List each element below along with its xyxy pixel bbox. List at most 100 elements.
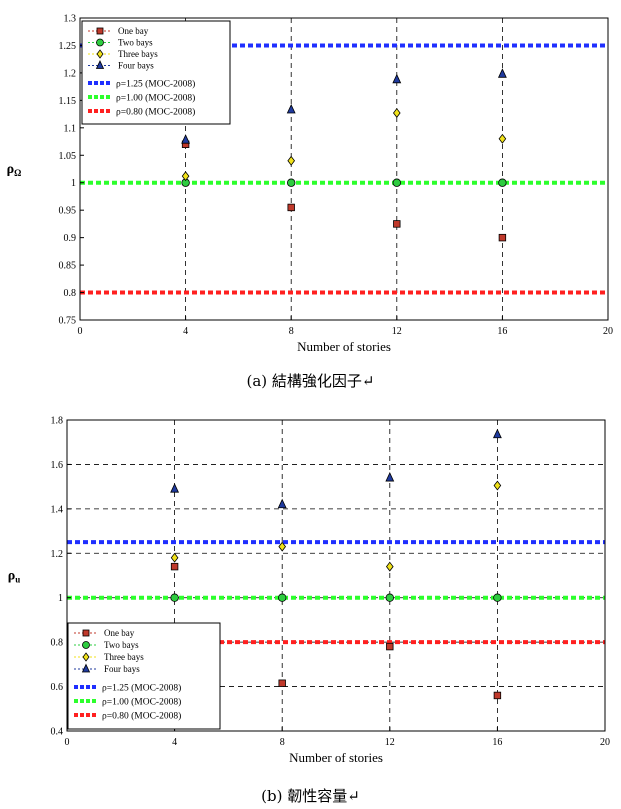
data-point-one-bay <box>393 220 401 228</box>
legend-label: ρ=0.80 (MOC-2008) <box>116 107 195 118</box>
y-tick-label: 0.8 <box>64 288 77 299</box>
chart-b-svg: 0 4 8 12 16 20 0.4 0.6 0.8 1 1.2 1.4 1.6 1.8 Number of… <box>8 416 610 766</box>
x-axis-label: Number of stories <box>289 750 383 765</box>
legend-marker <box>96 38 104 47</box>
legend-marker <box>96 27 104 35</box>
legend-label: One bay <box>118 26 149 36</box>
data-point-one-bay <box>498 233 507 242</box>
legend-label: Two bays <box>118 38 153 48</box>
y-axis-label-subscript: u <box>15 575 20 585</box>
x-tick-label: 4 <box>172 737 177 748</box>
legend-box <box>81 20 231 125</box>
x-tick-label: 8 <box>280 737 285 748</box>
chart-a-svg: 0 4 8 12 16 20 0.75 0.8 0.85 0.9 0.95 1 1.05 1.1 1.15 1… <box>7 14 613 355</box>
data-point-three-bays <box>278 541 287 552</box>
legend-label: One bay <box>104 628 135 638</box>
y-axis-label-subscript: Ω <box>14 168 21 178</box>
data-point-two-bays <box>278 593 287 602</box>
x-tick-label: 16 <box>497 326 507 337</box>
data-point-four-bays <box>385 472 395 482</box>
x-tick-label: 0 <box>78 326 83 337</box>
data-point-four-bays <box>497 68 507 78</box>
y-tick-label: 1.05 <box>59 151 77 162</box>
data-point-three-bays <box>392 108 401 118</box>
data-point-three-bays <box>385 561 394 572</box>
legend-label: Three bays <box>118 49 158 59</box>
legend-label: ρ=1.25 (MOC-2008) <box>116 79 195 90</box>
y-tick-label: 1.2 <box>51 549 64 560</box>
data-point-one-bay <box>170 562 179 571</box>
data-point-three-bays <box>181 171 190 182</box>
data-point-three-bays <box>287 155 296 166</box>
legend-label: ρ=1.00 (MOC-2008) <box>102 697 181 708</box>
legend-label: Three bays <box>104 652 144 662</box>
legend-label: Four bays <box>104 664 140 674</box>
caption-b: (b) 韌性容量↵ <box>261 787 360 805</box>
y-axis-label: ρu <box>8 569 21 585</box>
y-tick-label: 1.6 <box>51 460 64 471</box>
y-tick-label: 0.75 <box>59 316 77 327</box>
y-tick-label: 0.8 <box>51 638 64 649</box>
x-tick-label: 0 <box>65 737 70 748</box>
data-point-one-bay <box>278 679 286 687</box>
legend-marker <box>82 641 90 649</box>
y-tick-label: 1 <box>58 593 63 604</box>
legend-label: ρ=0.80 (MOC-2008) <box>102 711 181 722</box>
legend-marker <box>82 629 90 637</box>
x-tick-label: 16 <box>492 737 502 748</box>
data-point-two-bays <box>287 178 296 187</box>
y-axis-label: ρΩ <box>7 162 22 178</box>
data-point-two-bays <box>170 593 179 602</box>
data-point-four-bays <box>170 483 180 493</box>
y-tick-label: 0.95 <box>59 206 77 217</box>
y-tick-label: 1.8 <box>51 416 64 427</box>
caption-a: (a) 結構強化因子↵ <box>246 372 375 390</box>
data-point-four-bays <box>277 498 287 509</box>
chart-a: 0 4 8 12 16 20 0.75 0.8 0.85 0.9 0.95 1 1.05 1.1 1.15 1… <box>0 0 621 360</box>
y-tick-label: 0.9 <box>64 233 77 244</box>
x-tick-label: 12 <box>392 326 402 337</box>
y-tick-label: 1.1 <box>64 123 77 134</box>
chart-b: 0 4 8 12 16 20 0.4 0.6 0.8 1 1.2 1.4 1.6 1.8 Number of… <box>0 405 621 775</box>
y-tick-label: 0.4 <box>51 727 64 738</box>
data-point-three-bays <box>493 480 502 491</box>
y-tick-label: 1.3 <box>64 14 77 25</box>
x-tick-label: 8 <box>289 326 294 337</box>
x-tick-label: 12 <box>385 737 395 748</box>
y-tick-label: 1.2 <box>64 68 77 79</box>
data-point-one-bay <box>493 691 502 700</box>
data-point-four-bays <box>492 428 502 439</box>
legend-marker <box>95 60 105 69</box>
x-tick-label: 20 <box>600 737 610 748</box>
legend-marker <box>81 663 91 673</box>
y-tick-label: 0.85 <box>59 261 77 272</box>
data-point-two-bays <box>392 178 401 187</box>
x-tick-label: 4 <box>183 326 188 337</box>
legend-box <box>67 622 221 730</box>
legend-marker <box>82 652 90 662</box>
data-point-two-bays <box>385 593 394 602</box>
y-tick-label: 1.15 <box>59 96 77 107</box>
data-point-two-bays <box>498 178 507 187</box>
axes-box <box>79 17 609 321</box>
y-tick-label: 1.4 <box>51 504 64 515</box>
legend-label: Two bays <box>104 640 139 650</box>
data-point-two-bays <box>493 593 502 602</box>
legend-label: Four bays <box>118 61 154 71</box>
data-point-four-bays <box>286 103 296 114</box>
data-point-three-bays <box>498 133 507 144</box>
x-tick-label: 20 <box>603 326 613 337</box>
legend-marker <box>96 49 104 59</box>
legend-label: ρ=1.00 (MOC-2008) <box>116 93 195 104</box>
data-point-four-bays <box>181 134 191 144</box>
data-point-three-bays <box>170 552 179 563</box>
y-tick-label: 0.6 <box>51 682 64 693</box>
x-axis-label: Number of stories <box>297 339 391 354</box>
y-tick-label: 1 <box>71 178 76 189</box>
axes-box <box>66 419 606 732</box>
data-point-one-bay <box>287 203 295 212</box>
data-point-four-bays <box>392 73 402 84</box>
y-tick-label: 1.25 <box>59 41 77 52</box>
legend-label: ρ=1.25 (MOC-2008) <box>102 683 181 694</box>
data-point-one-bay <box>386 642 394 651</box>
